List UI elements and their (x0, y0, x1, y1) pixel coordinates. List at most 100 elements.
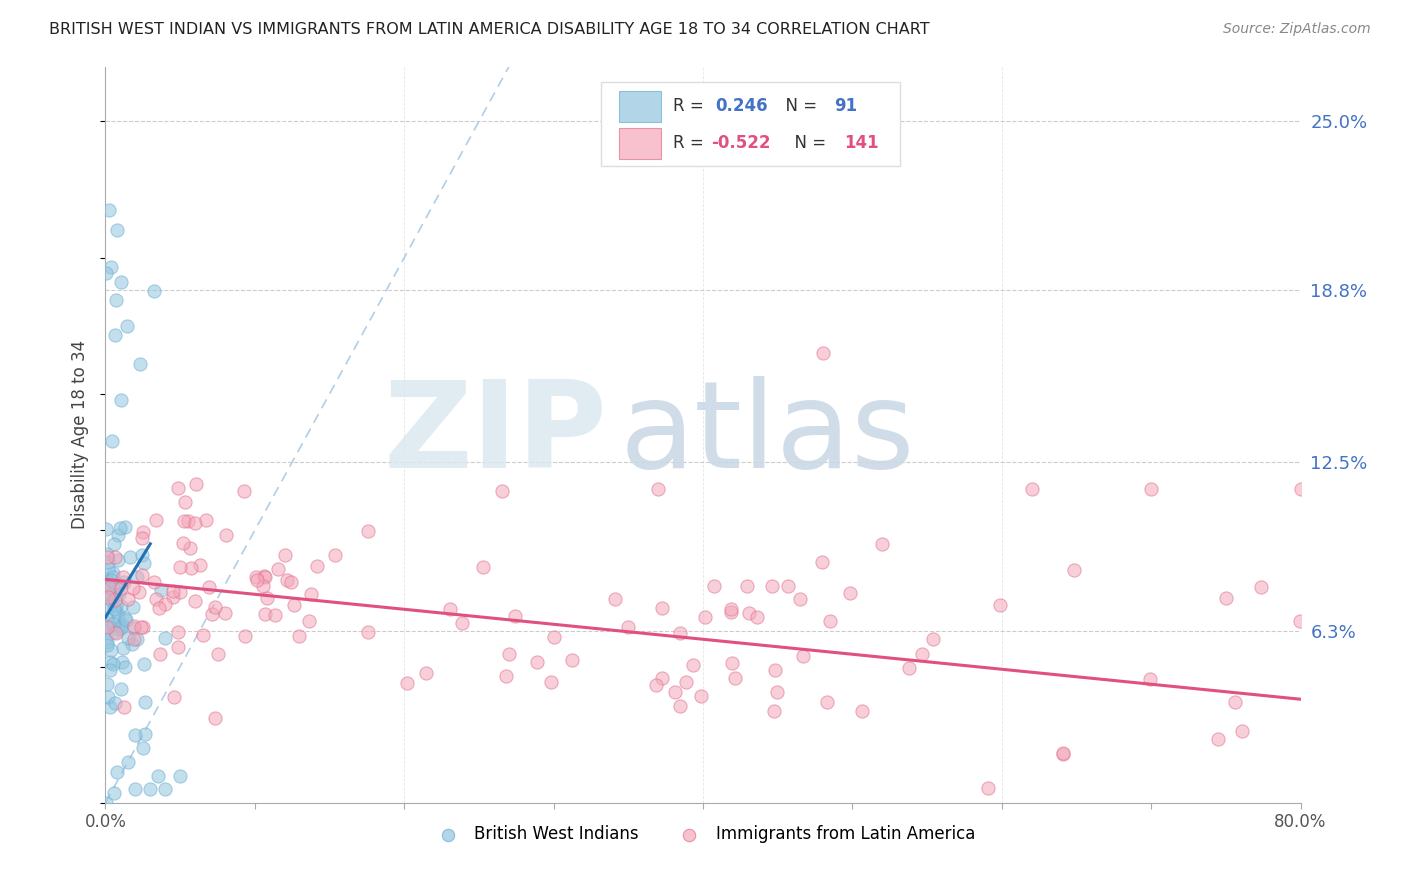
Point (105, 223, 128, 237)
Point (122, 599, 145, 614)
Point (693, 610, 716, 624)
Point (114, 610, 136, 624)
Point (111, 570, 134, 584)
Point (122, 581, 145, 595)
Point (94, 796, 117, 810)
Point (976, 780, 998, 795)
FancyBboxPatch shape (619, 128, 661, 159)
Point (100, 573, 122, 587)
Point (605, 592, 627, 607)
Point (155, 632, 177, 646)
Point (110, 581, 132, 595)
Point (155, 782, 177, 797)
Point (129, 357, 152, 371)
Point (201, 607, 224, 622)
Point (98, 619, 121, 633)
Point (669, 699, 692, 714)
Point (104, 593, 127, 607)
Point (98, 588, 121, 602)
Point (131, 548, 153, 562)
Point (167, 481, 190, 495)
Point (357, 524, 380, 539)
Point (134, 727, 156, 741)
Point (811, 555, 834, 569)
Text: 0.246: 0.246 (716, 97, 768, 115)
Point (872, 537, 894, 551)
Point (765, 684, 787, 698)
Point (134, 695, 156, 709)
Point (274, 548, 297, 562)
Point (177, 514, 200, 528)
Text: 91: 91 (835, 97, 858, 115)
Point (114, 613, 136, 627)
Point (253, 607, 276, 621)
Point (561, 653, 583, 667)
Point (415, 666, 437, 681)
FancyBboxPatch shape (602, 81, 900, 166)
Point (897, 660, 920, 674)
Point (101, 617, 124, 632)
Point (451, 616, 474, 631)
Point (131, 620, 153, 634)
Point (215, 528, 238, 542)
Point (103, 587, 125, 601)
Point (325, 548, 347, 562)
Legend: British West Indians, Immigrants from Latin America: British West Indians, Immigrants from La… (425, 818, 981, 850)
Point (357, 625, 380, 640)
Point (246, 574, 269, 588)
Point (110, 599, 132, 613)
Point (645, 678, 668, 692)
Point (103, 602, 125, 616)
Point (148, 601, 170, 615)
Point (851, 704, 873, 718)
Point (101, 566, 124, 581)
Point (121, 637, 143, 651)
Point (96, 266, 118, 280)
Point (103, 786, 125, 800)
Point (252, 579, 274, 593)
Point (124, 728, 146, 742)
Point (703, 579, 725, 593)
Point (122, 632, 145, 646)
Point (98, 699, 121, 714)
Point (763, 663, 786, 677)
Point (184, 477, 207, 491)
Y-axis label: Disability Age 18 to 34: Disability Age 18 to 34 (72, 340, 90, 530)
Point (778, 579, 800, 593)
Point (737, 606, 759, 620)
Point (233, 629, 256, 643)
Point (245, 570, 267, 584)
Point (921, 632, 943, 646)
Point (128, 585, 150, 599)
Point (651, 601, 673, 615)
Point (911, 647, 934, 661)
Point (167, 624, 190, 639)
Point (204, 600, 226, 615)
Point (188, 558, 211, 572)
Point (167, 640, 190, 654)
Point (105, 604, 128, 618)
Point (108, 587, 131, 601)
Point (183, 516, 205, 531)
Point (122, 618, 145, 632)
Point (117, 755, 139, 769)
Point (96, 620, 118, 634)
Point (105, 598, 128, 612)
Point (811, 346, 834, 360)
Point (183, 594, 205, 608)
Point (107, 528, 129, 542)
Point (103, 570, 125, 584)
Point (103, 537, 125, 551)
Point (162, 584, 184, 599)
Text: Source: ZipAtlas.com: Source: ZipAtlas.com (1223, 22, 1371, 37)
Point (617, 619, 640, 633)
Point (96, 635, 118, 649)
Point (815, 695, 838, 709)
Point (280, 574, 302, 589)
Point (100, 643, 122, 657)
Text: BRITISH WEST INDIAN VS IMMIGRANTS FROM LATIN AMERICA DISABILITY AGE 18 TO 34 COR: BRITISH WEST INDIAN VS IMMIGRANTS FROM L… (49, 22, 929, 37)
Point (107, 607, 129, 622)
Point (96, 677, 118, 691)
Point (1052, 746, 1074, 760)
Point (117, 631, 139, 645)
